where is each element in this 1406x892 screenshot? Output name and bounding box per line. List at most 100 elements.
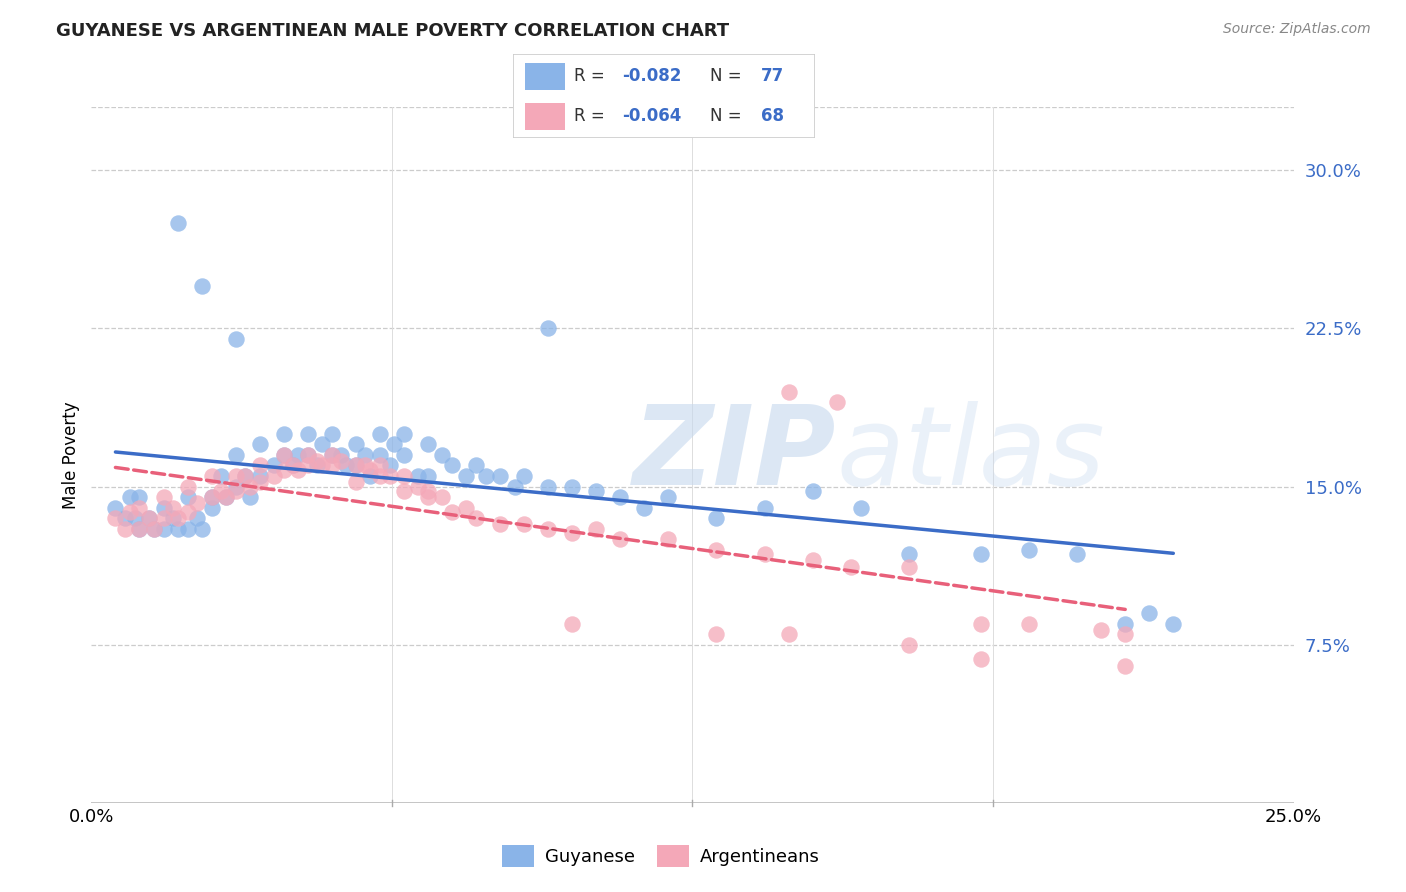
Point (970, 547, 993, 561)
Point (344, 458, 367, 473)
Point (489, 517, 512, 532)
Point (273, 448, 295, 462)
Point (225, 483, 247, 498)
Point (201, 469, 224, 483)
Point (297, 448, 319, 462)
Point (176, 522, 198, 536)
Point (176, 505, 198, 519)
Point (440, 458, 463, 473)
Text: -0.082: -0.082 (621, 68, 682, 86)
Point (354, 458, 377, 473)
Text: GUYANESE VS ARGENTINEAN MALE POVERTY CORRELATION CHART: GUYANESE VS ARGENTINEAN MALE POVERTY COR… (56, 22, 730, 40)
Text: N =: N = (710, 107, 747, 125)
Point (225, 332, 247, 346)
Point (456, 469, 478, 483)
Point (609, 490, 631, 504)
Point (201, 490, 224, 504)
Point (321, 426, 343, 441)
Point (408, 479, 430, 493)
Point (321, 448, 343, 462)
Point (1161, 616, 1184, 631)
Point (128, 490, 150, 504)
Text: Source: ZipAtlas.com: Source: ZipAtlas.com (1223, 22, 1371, 37)
Point (1090, 623, 1112, 637)
Bar (526, 103, 565, 130)
Point (1114, 627, 1136, 641)
Point (897, 559, 920, 574)
Point (456, 500, 478, 515)
Point (128, 500, 150, 515)
Point (287, 463, 309, 477)
Point (201, 500, 224, 515)
Point (297, 458, 319, 473)
Point (537, 479, 560, 493)
Point (330, 454, 353, 468)
Point (416, 490, 439, 504)
Text: N =: N = (710, 68, 747, 86)
Point (321, 448, 343, 462)
Point (513, 517, 536, 532)
Point (167, 511, 190, 525)
Point (209, 483, 232, 498)
Point (249, 475, 271, 490)
Point (378, 469, 401, 483)
Point (215, 490, 238, 504)
Point (128, 522, 150, 536)
Point (1137, 606, 1160, 620)
Point (167, 522, 190, 536)
Point (311, 458, 333, 473)
Point (416, 437, 439, 451)
Point (706, 627, 728, 641)
Point (152, 500, 174, 515)
Point (359, 463, 381, 477)
Point (287, 448, 309, 462)
Point (392, 426, 415, 441)
Point (408, 469, 430, 483)
Point (432, 448, 454, 462)
Point (283, 458, 305, 473)
Point (191, 279, 214, 293)
Point (897, 547, 920, 561)
Point (162, 511, 184, 525)
Point (249, 437, 271, 451)
Text: R =: R = (574, 68, 610, 86)
Point (162, 500, 184, 515)
Point (465, 458, 488, 473)
Point (118, 505, 141, 519)
Point (561, 616, 583, 631)
Point (897, 638, 920, 652)
Text: R =: R = (574, 107, 610, 125)
Point (970, 652, 993, 666)
Point (330, 448, 353, 462)
Point (489, 469, 512, 483)
Point (186, 496, 208, 510)
Point (513, 469, 536, 483)
Point (416, 469, 439, 483)
Point (225, 448, 247, 462)
Point (392, 469, 415, 483)
Point (152, 522, 174, 536)
Point (754, 500, 776, 515)
Point (633, 500, 655, 515)
Point (474, 469, 496, 483)
Point (335, 458, 357, 473)
Point (321, 458, 343, 473)
Point (754, 547, 776, 561)
Point (354, 448, 377, 462)
Point (801, 553, 824, 567)
Point (186, 511, 208, 525)
Point (432, 490, 454, 504)
Point (249, 469, 271, 483)
Point (152, 511, 174, 525)
Point (311, 437, 333, 451)
Point (138, 511, 160, 525)
Point (416, 483, 439, 498)
Point (114, 522, 136, 536)
Point (1114, 658, 1136, 673)
Point (657, 533, 679, 547)
Point (537, 522, 560, 536)
Point (263, 458, 285, 473)
Point (344, 475, 367, 490)
Point (706, 542, 728, 557)
Point (114, 511, 136, 525)
